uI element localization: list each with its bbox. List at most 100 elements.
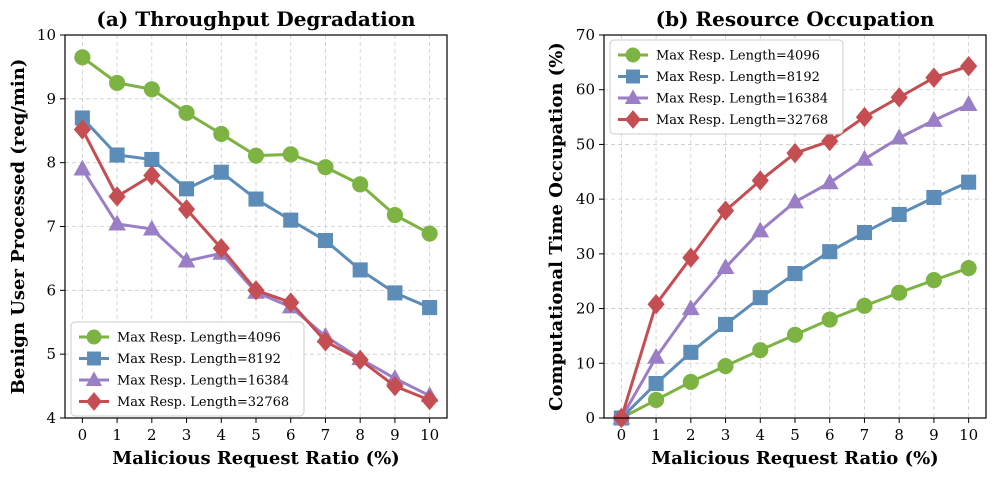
data-point: [316, 331, 335, 352]
data-point: [786, 143, 804, 164]
data-point: [177, 199, 196, 220]
x-tick-label: 8: [894, 426, 904, 444]
data-point: [178, 104, 195, 121]
legend-entry: Max Resp. Length=8192: [656, 70, 820, 85]
x-tick-label: 6: [825, 426, 835, 444]
data-point: [648, 391, 665, 409]
y-tick-label: 6: [46, 281, 56, 299]
y-tick-label: 50: [576, 135, 595, 153]
data-point: [681, 299, 700, 316]
x-tick-label: 5: [790, 426, 800, 444]
data-point: [960, 56, 978, 77]
data-point: [821, 311, 838, 328]
legend-entry: Max Resp. Length=8192: [117, 352, 281, 367]
data-point: [142, 219, 161, 236]
data-point: [682, 247, 700, 268]
data-point: [108, 186, 126, 207]
data-point: [891, 284, 908, 301]
data-point: [752, 342, 769, 359]
data-point: [647, 347, 665, 364]
data-point: [682, 373, 699, 390]
data-point: [108, 214, 126, 231]
data-point: [351, 349, 369, 371]
data-point: [386, 206, 403, 224]
y-tick-label: 5: [46, 345, 56, 363]
data-point: [822, 244, 838, 260]
y-axis-label: Computational Time Occupation (%): [546, 42, 567, 411]
y-axis-label: Benign User Processed (req/min): [8, 59, 29, 395]
plot-frame: [603, 34, 987, 419]
data-point: [421, 389, 439, 411]
legend-marker: [87, 351, 101, 366]
x-tick-label: 9: [929, 426, 939, 444]
data-point: [143, 81, 160, 98]
y-tick-label: 20: [576, 300, 595, 318]
y-tick-label: 30: [576, 245, 595, 263]
data-point: [247, 280, 265, 301]
data-point: [960, 260, 977, 277]
data-point: [787, 266, 803, 282]
x-tick-label: 2: [686, 426, 696, 444]
data-point: [855, 106, 874, 128]
x-axis-label: Malicious Request Ratio (%): [112, 448, 399, 469]
data-point: [282, 146, 299, 163]
data-point: [213, 125, 230, 143]
data-point: [352, 176, 369, 193]
data-point: [109, 147, 125, 163]
legend-marker: [624, 89, 642, 104]
x-tick-label: 7: [860, 426, 870, 444]
data-point: [317, 233, 333, 249]
chart-panel-b: 0 1 2 3 4 5 6 7 8 9 10 0 10 20 30 40 50 60 70 (b) Resource …: [546, 7, 987, 469]
data-point: [648, 375, 664, 392]
y-tick-label: 10: [576, 354, 595, 372]
legend-marker: [625, 47, 641, 63]
data-point: [890, 128, 909, 145]
data-point: [177, 251, 196, 268]
data-point: [212, 238, 230, 259]
data-point: [925, 67, 943, 88]
data-point: [282, 292, 300, 313]
data-point: [820, 173, 839, 190]
legend-entry: Max Resp. Length=4096: [656, 49, 820, 64]
plot-frame: [64, 34, 448, 419]
data-point: [213, 164, 229, 180]
data-point: [856, 297, 873, 314]
legend-marker: [625, 110, 641, 129]
x-tick-label: 0: [78, 426, 88, 444]
legend-box: [609, 39, 844, 135]
legend-entry: Max Resp. Length=32768: [656, 113, 828, 128]
x-tick-label: 4: [216, 426, 226, 444]
series-line-1: [81, 56, 431, 235]
legend-box: [70, 321, 305, 417]
legend-entry: Max Resp. Length=4096: [117, 331, 281, 346]
data-point: [283, 212, 299, 228]
data-point: [961, 174, 977, 190]
data-point: [925, 110, 943, 127]
data-point: [143, 165, 161, 186]
data-point: [421, 225, 438, 242]
data-point: [73, 159, 92, 176]
x-tick-label: 9: [390, 426, 400, 444]
data-point: [716, 258, 735, 275]
x-tick-label: 1: [651, 426, 661, 444]
x-axis-label: Malicious Request Ratio (%): [651, 448, 938, 469]
data-point: [959, 95, 978, 111]
data-point: [821, 131, 839, 152]
y-tick-label: 9: [46, 90, 56, 108]
data-point: [317, 159, 334, 176]
data-point: [144, 151, 160, 168]
x-tick-label: 10: [959, 426, 978, 444]
x-tick-label: 8: [355, 426, 365, 444]
x-tick-label: 4: [755, 426, 765, 444]
data-point: [74, 110, 90, 126]
legend-entry: Max Resp. Length=16384: [656, 92, 828, 107]
data-point: [247, 147, 265, 164]
x-tick-label: 3: [182, 426, 192, 444]
x-tick-label: 2: [147, 426, 157, 444]
data-point: [422, 300, 438, 316]
data-point: [683, 344, 699, 360]
data-point: [786, 326, 804, 343]
legend: Max Resp. Length=4096 Max Resp. Length=81…: [609, 39, 844, 135]
data-point: [751, 221, 770, 238]
